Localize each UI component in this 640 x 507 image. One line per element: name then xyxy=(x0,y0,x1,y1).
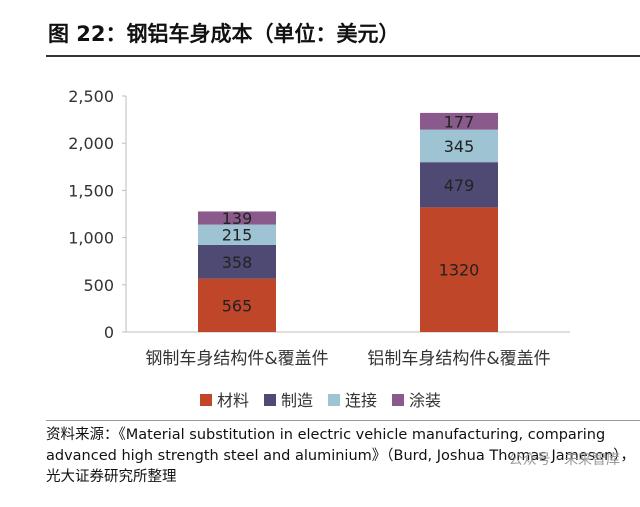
legend-swatch xyxy=(328,394,340,406)
source-line-2: advanced high strength steel and alumini… xyxy=(46,448,636,464)
legend-label: 涂装 xyxy=(409,391,441,410)
x-tick-label: 铝制车身结构件&覆盖件 xyxy=(367,349,550,369)
bar-segment xyxy=(198,224,276,245)
source-line-3: 光大证券研究所整理 xyxy=(46,469,177,485)
bar-segment xyxy=(198,278,276,332)
y-tick-label: 1,500 xyxy=(68,181,114,200)
bar-segment xyxy=(420,207,498,332)
data-label: 358 xyxy=(222,253,253,272)
bar-segment xyxy=(198,211,276,225)
data-label: 345 xyxy=(444,137,475,156)
figure-title: 图 22：钢铝车身成本（单位：美元） xyxy=(48,22,400,46)
title-bar: 图 22：钢铝车身成本（单位：美元） xyxy=(0,0,640,58)
bar-segment xyxy=(420,129,498,163)
data-label: 565 xyxy=(222,296,253,315)
y-tick-label: 2,500 xyxy=(68,87,114,106)
y-tick-label: 1,000 xyxy=(68,229,114,248)
y-tick-label: 0 xyxy=(104,323,114,342)
y-tick-label: 2,000 xyxy=(68,134,114,153)
data-label: 177 xyxy=(444,112,475,131)
source-note: 资料来源：《Material substitution in electric … xyxy=(46,420,640,488)
legend-label: 连接 xyxy=(345,391,377,410)
legend-swatch xyxy=(264,394,276,406)
bar-segment xyxy=(198,244,276,279)
legend-swatch xyxy=(392,394,404,406)
legend-swatch xyxy=(200,394,212,406)
watermark: 公众号 · 未来智库 xyxy=(508,452,620,468)
x-tick-label: 钢制车身结构件&覆盖件 xyxy=(145,349,328,369)
bar-segment xyxy=(420,112,498,130)
source-line-1: 资料来源：《Material substitution in electric … xyxy=(46,427,606,443)
data-label: 1320 xyxy=(439,261,480,280)
data-label: 215 xyxy=(222,226,253,245)
title-rule xyxy=(46,55,640,57)
data-label: 479 xyxy=(444,176,475,195)
bar-segment xyxy=(420,162,498,208)
legend-label: 材料 xyxy=(217,391,249,410)
legend-label: 制造 xyxy=(281,391,313,410)
y-tick-label: 500 xyxy=(83,276,114,295)
data-label: 139 xyxy=(222,209,253,228)
